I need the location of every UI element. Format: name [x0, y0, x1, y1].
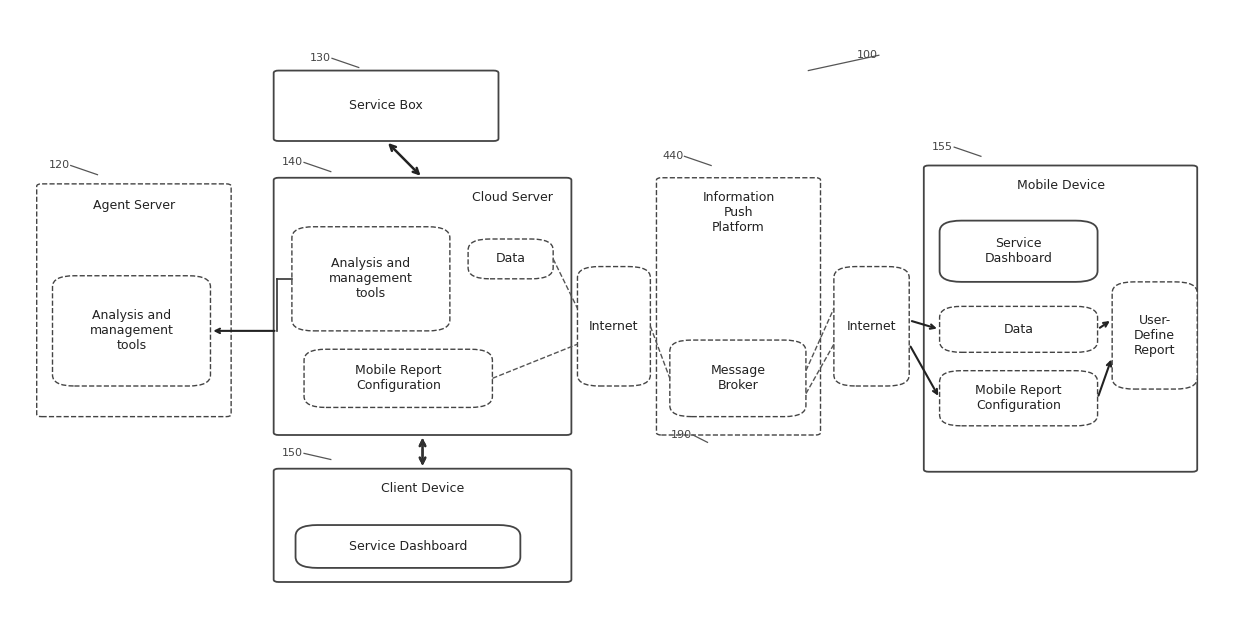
- Text: Service Box: Service Box: [350, 99, 423, 112]
- Text: Mobile Report
Configuration: Mobile Report Configuration: [976, 384, 1061, 412]
- FancyBboxPatch shape: [291, 227, 450, 331]
- Text: Information
Push
Platform: Information Push Platform: [702, 191, 775, 234]
- FancyBboxPatch shape: [656, 177, 821, 435]
- Text: 155: 155: [932, 142, 954, 152]
- Text: Message
Broker: Message Broker: [711, 364, 765, 392]
- Text: Analysis and
management
tools: Analysis and management tools: [329, 258, 413, 301]
- FancyBboxPatch shape: [670, 340, 806, 417]
- Text: Analysis and
management
tools: Analysis and management tools: [89, 309, 174, 352]
- FancyBboxPatch shape: [940, 221, 1097, 282]
- Text: Data: Data: [496, 253, 526, 266]
- FancyBboxPatch shape: [274, 177, 572, 435]
- Text: Mobile Device: Mobile Device: [1017, 179, 1105, 192]
- FancyBboxPatch shape: [940, 306, 1097, 352]
- Text: Client Device: Client Device: [381, 482, 464, 495]
- FancyBboxPatch shape: [578, 266, 650, 386]
- Text: Internet: Internet: [847, 320, 897, 332]
- FancyBboxPatch shape: [1112, 282, 1198, 389]
- Text: 440: 440: [662, 151, 683, 161]
- Text: 150: 150: [283, 448, 303, 458]
- Text: Agent Server: Agent Server: [93, 199, 175, 212]
- FancyBboxPatch shape: [295, 525, 521, 568]
- Text: Service
Dashboard: Service Dashboard: [985, 238, 1053, 265]
- Text: Mobile Report
Configuration: Mobile Report Configuration: [355, 364, 441, 392]
- Text: User-
Define
Report: User- Define Report: [1133, 314, 1176, 357]
- Text: Cloud Server: Cloud Server: [472, 191, 553, 204]
- FancyBboxPatch shape: [274, 469, 572, 582]
- FancyBboxPatch shape: [467, 239, 553, 279]
- FancyBboxPatch shape: [924, 166, 1197, 472]
- Text: Data: Data: [1003, 323, 1034, 336]
- Text: 190: 190: [671, 430, 692, 440]
- Text: 120: 120: [48, 161, 69, 171]
- Text: 130: 130: [310, 53, 331, 63]
- FancyBboxPatch shape: [833, 266, 909, 386]
- Text: 100: 100: [857, 50, 878, 60]
- FancyBboxPatch shape: [274, 71, 498, 141]
- FancyBboxPatch shape: [52, 276, 211, 386]
- FancyBboxPatch shape: [37, 184, 231, 417]
- Text: Internet: Internet: [589, 320, 639, 332]
- Text: 140: 140: [283, 158, 304, 168]
- Text: Service Dashboard: Service Dashboard: [348, 540, 467, 553]
- FancyBboxPatch shape: [940, 371, 1097, 426]
- FancyBboxPatch shape: [304, 349, 492, 408]
